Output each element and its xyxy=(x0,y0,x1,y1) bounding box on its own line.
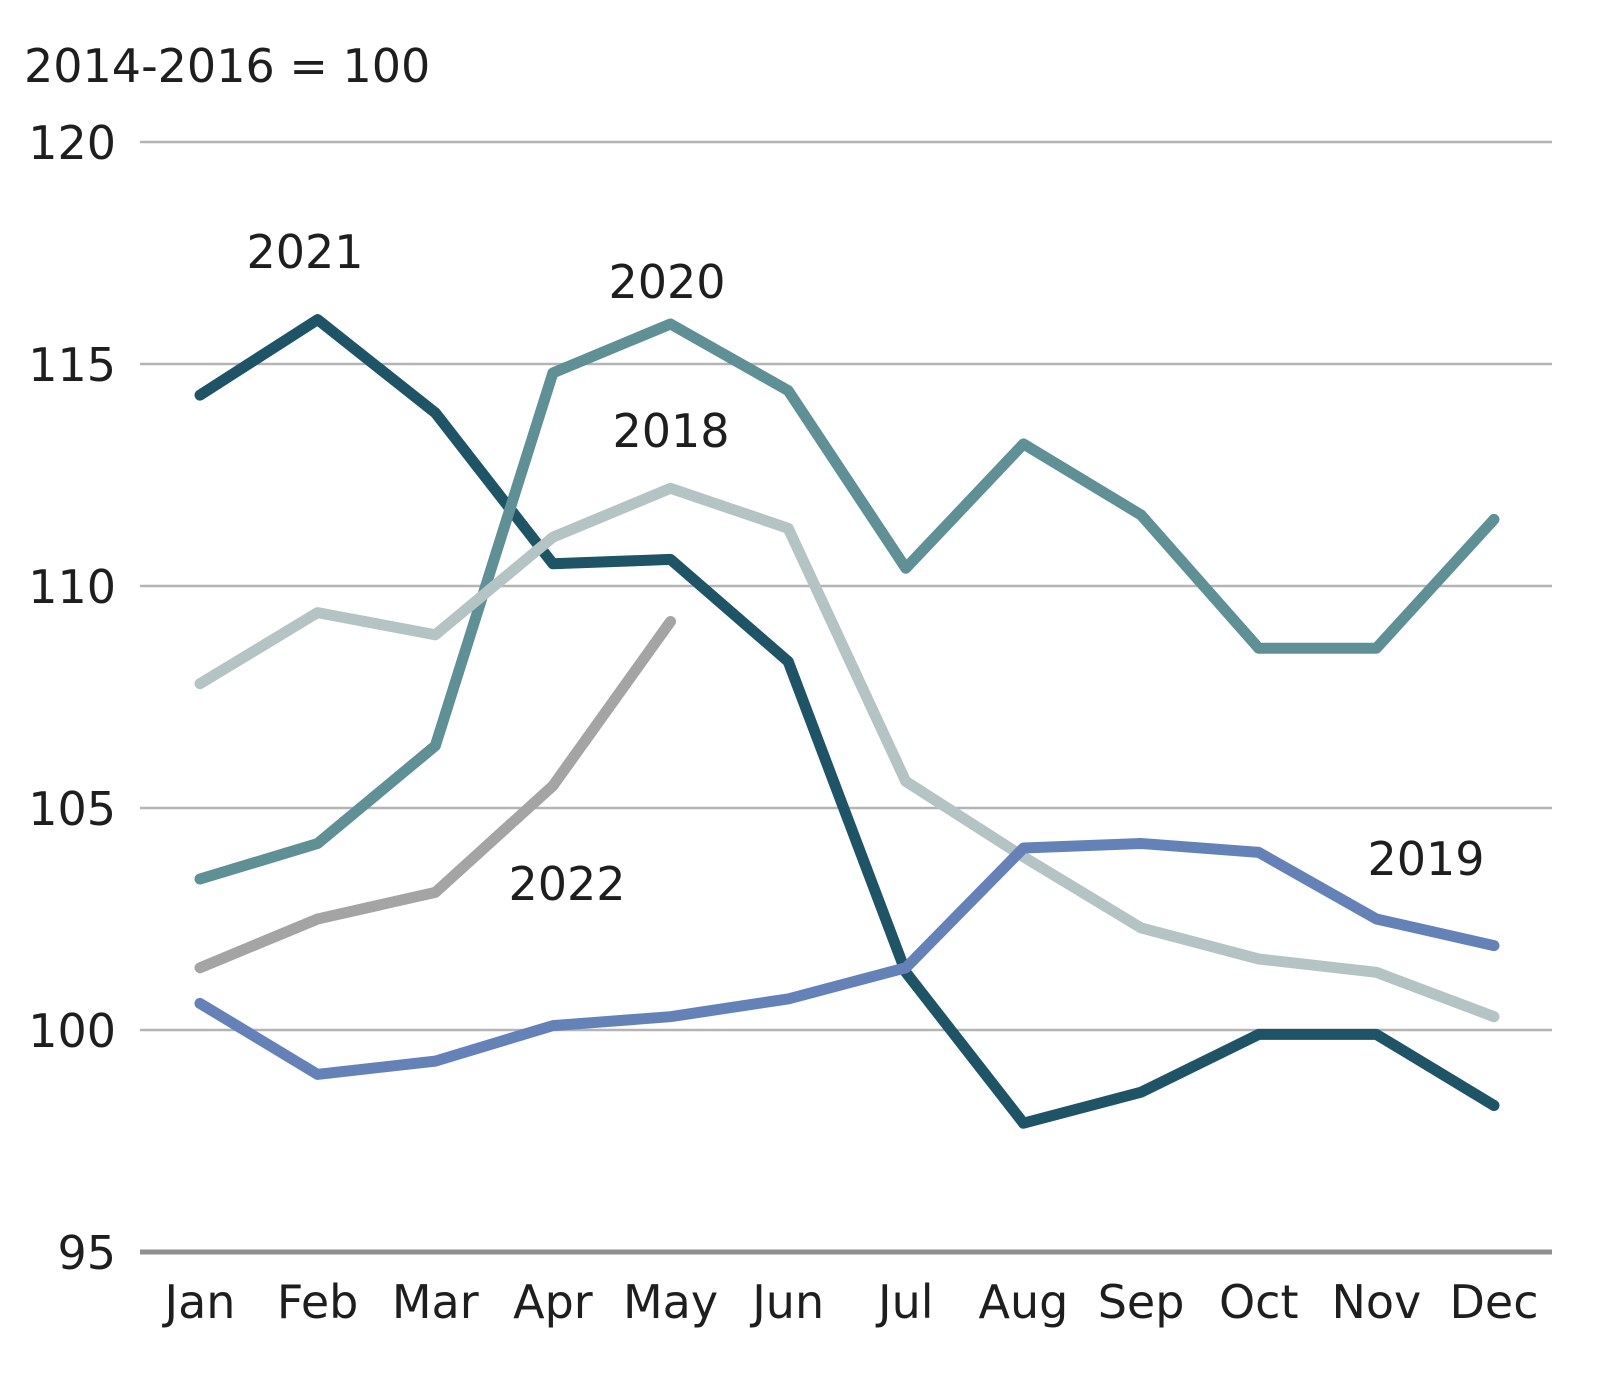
x-tick-label-nov: Nov xyxy=(1331,1275,1421,1329)
y-tick-label-110: 110 xyxy=(28,560,116,614)
series-label-2022: 2022 xyxy=(508,857,625,911)
series-line-2018 xyxy=(194,482,1500,1023)
x-tick-label-sep: Sep xyxy=(1098,1275,1185,1329)
series-line-2019 xyxy=(194,838,1500,1080)
series-label-2019: 2019 xyxy=(1367,832,1484,886)
x-tick-label-oct: Oct xyxy=(1219,1275,1299,1329)
series-label-2018: 2018 xyxy=(612,404,729,458)
grid-layer xyxy=(140,140,1552,1255)
x-tick-label-mar: Mar xyxy=(392,1275,479,1329)
series-line-2022 xyxy=(194,616,676,974)
x-axis-ticks: Jan Feb Mar Apr May Jun Jul Aug Sep Oct Nov Dec xyxy=(162,1275,1539,1329)
x-tick-label-apr: Apr xyxy=(513,1275,593,1329)
x-tick-label-aug: Aug xyxy=(979,1275,1069,1329)
y-tick-label-95: 95 xyxy=(57,1226,116,1280)
series-labels: 2021 2020 2018 2022 2019 xyxy=(246,225,1484,911)
unit-label: 2014-2016 = 100 xyxy=(24,39,430,93)
x-tick-label-jun: Jun xyxy=(749,1275,824,1329)
x-tick-label-feb: Feb xyxy=(277,1275,358,1329)
x-tick-label-jan: Jan xyxy=(162,1275,236,1329)
y-tick-label-115: 115 xyxy=(28,338,116,392)
series-line-2021 xyxy=(194,314,1500,1129)
y-tick-label-100: 100 xyxy=(28,1004,116,1058)
y-axis-ticks: 120 115 110 105 100 95 xyxy=(28,116,116,1280)
x-tick-label-may: May xyxy=(623,1275,718,1329)
y-tick-label-120: 120 xyxy=(28,116,116,170)
series-layer xyxy=(194,314,1500,1129)
x-tick-label-jul: Jul xyxy=(875,1275,934,1329)
x-tick-label-dec: Dec xyxy=(1449,1275,1538,1329)
y-tick-label-105: 105 xyxy=(28,782,116,836)
series-label-2020: 2020 xyxy=(608,255,725,309)
series-line-2020 xyxy=(194,318,1500,885)
series-label-2021: 2021 xyxy=(246,225,363,279)
